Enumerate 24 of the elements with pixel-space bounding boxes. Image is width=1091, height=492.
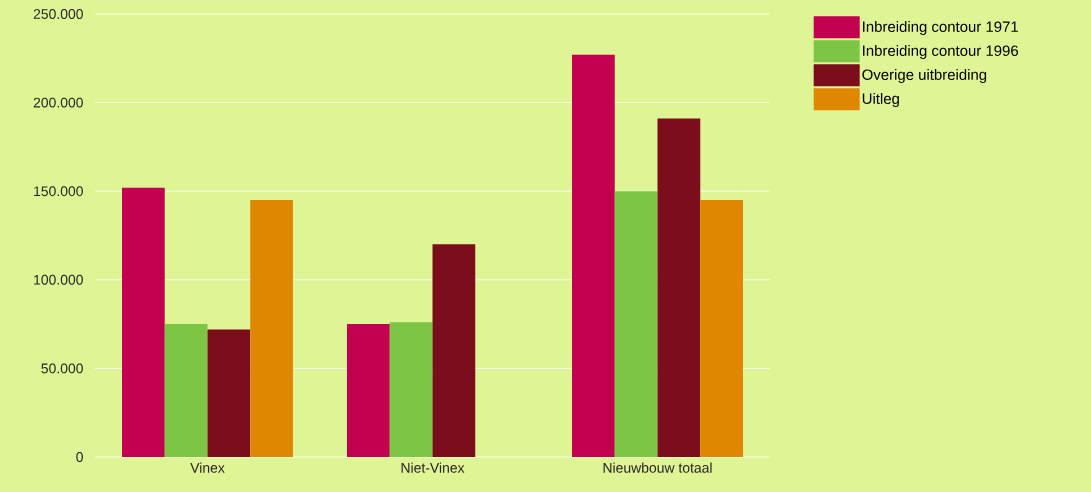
y-tick-label: 50.000 bbox=[41, 363, 83, 374]
bar bbox=[389, 322, 433, 457]
legend-label: Overige uitbreiding bbox=[862, 69, 987, 83]
bar bbox=[207, 329, 251, 457]
bar bbox=[572, 54, 615, 457]
legend-label: Inbreiding contour 1996 bbox=[863, 45, 1019, 59]
bar bbox=[657, 118, 701, 457]
legend-label: Uitleg bbox=[862, 93, 899, 107]
bar bbox=[432, 244, 476, 457]
y-tick-label: 200.000 bbox=[33, 97, 83, 108]
y-tick-label: 100.000 bbox=[34, 274, 83, 285]
x-tick-label: Vinex bbox=[190, 462, 225, 473]
y-tick-label: 150.000 bbox=[34, 186, 83, 197]
x-tick-label: Nieuwbouw totaal bbox=[603, 462, 712, 473]
bar bbox=[614, 191, 658, 457]
bar bbox=[700, 200, 743, 457]
y-tick-label: 250.000 bbox=[33, 9, 83, 19]
x-tick-label: Niet-Vinex bbox=[401, 462, 465, 473]
y-tick-label: 0 bbox=[76, 452, 83, 462]
bar bbox=[164, 324, 208, 457]
legend-label: Inbreiding contour 1971 bbox=[863, 21, 1018, 35]
bar bbox=[122, 187, 165, 457]
bar bbox=[347, 324, 390, 457]
bar bbox=[250, 200, 293, 457]
